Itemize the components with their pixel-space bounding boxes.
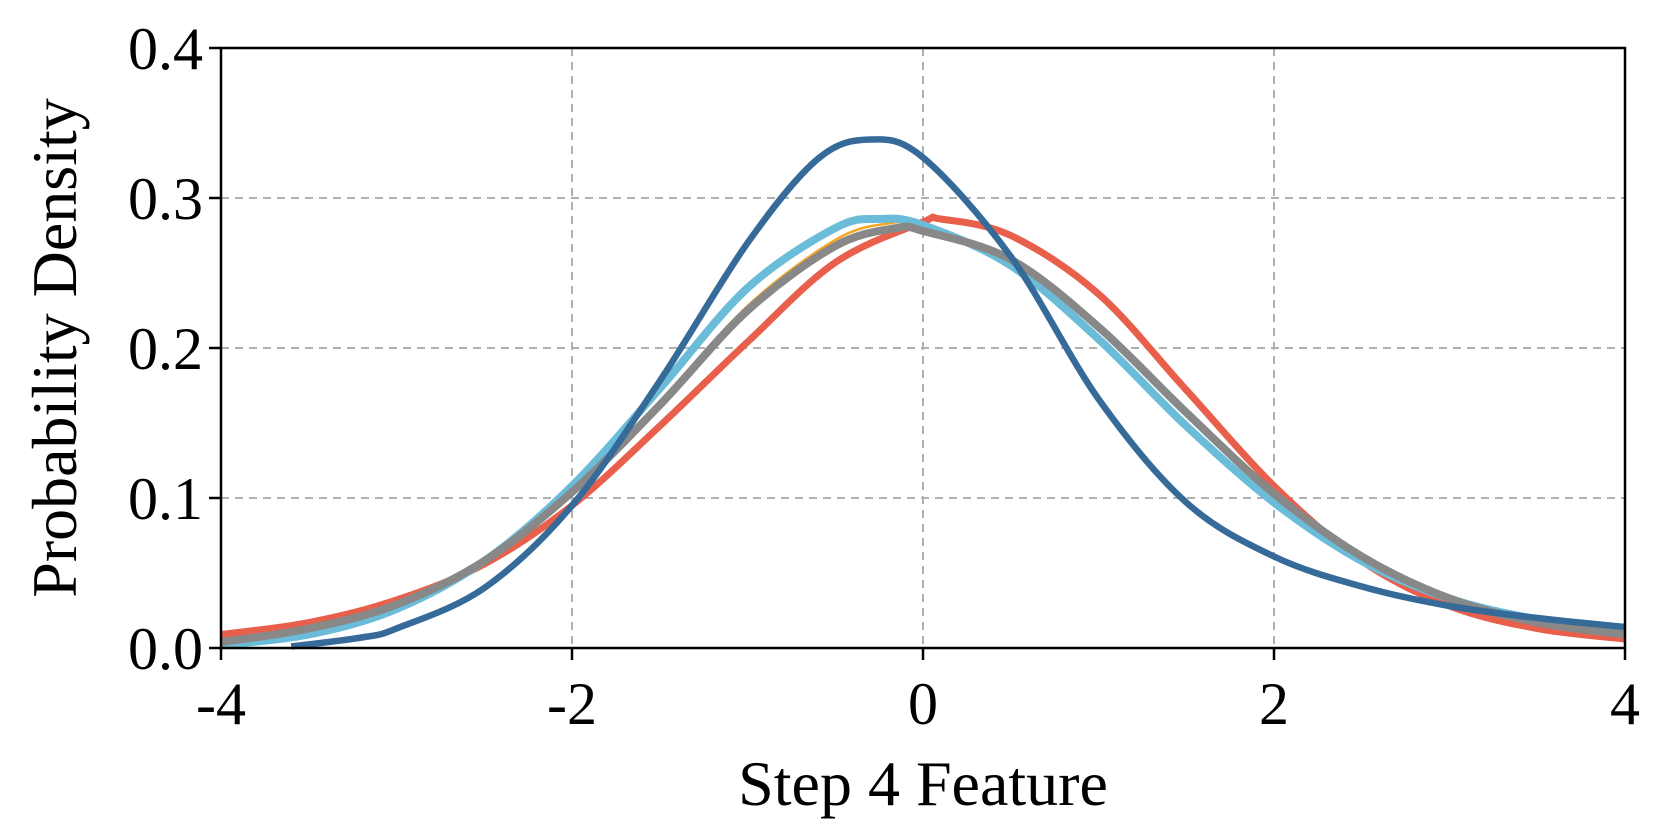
series-line-5 [290, 136, 1626, 650]
x-tick-label: 0 [908, 671, 938, 737]
y-tick-label: 0.2 [128, 316, 203, 382]
series-lines [220, 136, 1626, 650]
y-tick-label: 0.1 [128, 466, 203, 532]
y-tick-label: 0.3 [128, 166, 203, 232]
grid-lines [221, 48, 1625, 648]
x-tick-label: 4 [1610, 671, 1640, 737]
axis-ticks [209, 46, 1627, 660]
x-tick-label: 2 [1259, 671, 1289, 737]
x-tick-label: -2 [547, 671, 597, 737]
y-axis-label: Probability Density [19, 98, 90, 598]
tick-labels: -4 -2 0 2 4 0.0 0.1 0.2 0.3 0.4 [128, 16, 1640, 737]
y-tick-label: 0.4 [128, 16, 203, 82]
y-tick-label: 0.0 [128, 616, 203, 682]
series-line-4 [220, 222, 1626, 646]
x-tick-label: -4 [196, 671, 246, 737]
x-axis-label: Step 4 Feature [738, 748, 1108, 819]
